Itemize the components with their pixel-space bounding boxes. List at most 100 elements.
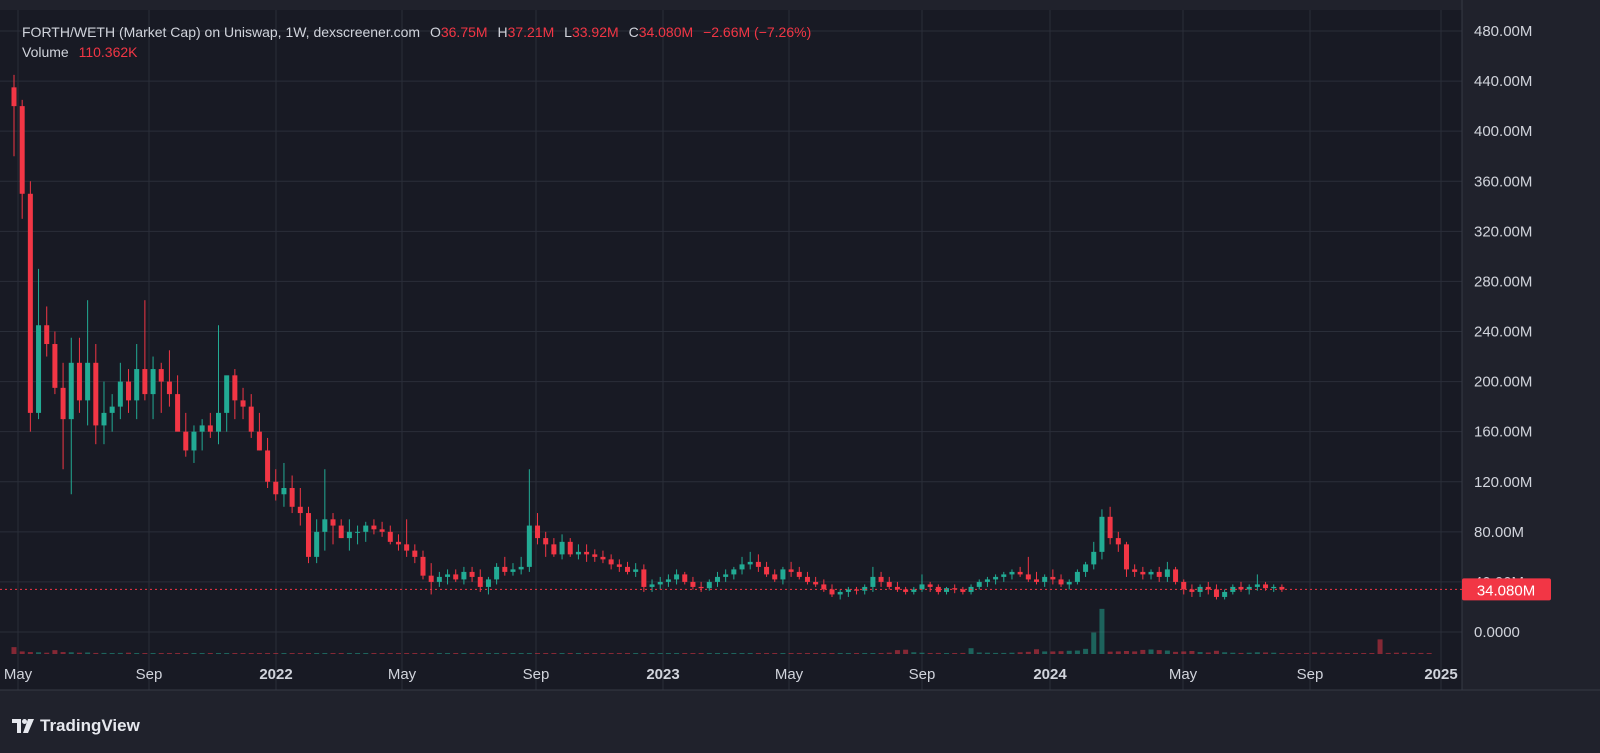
candle-body [1189, 589, 1195, 592]
volume-bar [919, 652, 925, 654]
volume-bar [1312, 652, 1318, 654]
candle-body [976, 581, 982, 587]
volume-bar [1058, 651, 1064, 654]
volume-bar [993, 652, 999, 654]
volume-bar [1074, 650, 1080, 654]
y-tick-label: 320.00M [1474, 223, 1532, 240]
candle-body [1271, 586, 1277, 589]
candle-body [1156, 571, 1162, 577]
candle-body [44, 325, 50, 345]
candle-body [379, 529, 385, 532]
volume-bar [1189, 650, 1195, 654]
volume-bar [526, 653, 532, 654]
candle-body [854, 589, 860, 591]
volume-bar [36, 652, 42, 654]
candle-body [575, 551, 581, 555]
volume-bar [1017, 652, 1023, 654]
tradingview-brand[interactable]: TradingView [12, 716, 140, 736]
volume-bar [510, 653, 516, 654]
volume-bar [1377, 639, 1383, 654]
volume-bar [1344, 653, 1350, 654]
volume-bar [1295, 653, 1301, 654]
last-price-badge [1462, 578, 1551, 601]
candle-body [780, 569, 786, 580]
x-tick-label: May [388, 666, 417, 683]
volume-bar [126, 652, 132, 654]
volume-bar [314, 653, 320, 654]
candle-body [894, 586, 900, 590]
volume-bar [19, 651, 25, 654]
volume-bar [1042, 651, 1048, 654]
candle-body [1074, 571, 1080, 582]
volume-bar [305, 653, 311, 654]
candle-body [1140, 571, 1146, 575]
candle-body [755, 561, 761, 567]
volume-bar [665, 653, 671, 654]
candle-body [551, 544, 557, 555]
volume-bar [911, 652, 917, 654]
y-tick-label: 400.00M [1474, 123, 1532, 140]
candle-body [395, 541, 401, 545]
volume-bar [420, 653, 426, 654]
candle-body [1001, 574, 1007, 577]
candle-body [1181, 581, 1187, 590]
volume-bar [1238, 652, 1244, 654]
volume-bar [984, 652, 990, 654]
volume-bar [903, 649, 909, 654]
volume-bar [371, 653, 377, 654]
candle-body [616, 564, 622, 567]
volume-bar [44, 652, 50, 654]
candle-body [494, 566, 500, 580]
candle-body [387, 531, 393, 542]
candle-body [363, 525, 369, 532]
candle-body [559, 541, 565, 555]
candle-body [845, 589, 851, 592]
volume-bar [1181, 651, 1187, 654]
volume-bar [1222, 652, 1228, 654]
candle-body [216, 412, 221, 432]
candle-body [371, 525, 377, 530]
candle-body [526, 525, 532, 567]
candle-body [952, 588, 958, 590]
y-tick-label: 160.00M [1474, 424, 1532, 441]
candle-body [1083, 564, 1089, 572]
volume-bar [1099, 608, 1105, 654]
volume-bar [747, 653, 753, 654]
candle-body [27, 193, 33, 413]
candle-body [665, 579, 671, 582]
volume-bar [952, 653, 958, 654]
volume-bar [1132, 651, 1138, 654]
x-tick-label: May [1169, 666, 1198, 683]
volume-bar [641, 653, 647, 654]
volume-bar [1426, 653, 1432, 654]
volume-bar [764, 653, 770, 654]
candle-body [60, 387, 66, 420]
volume-bar [191, 653, 197, 654]
candle-body [158, 369, 164, 382]
volume-bar [1263, 652, 1269, 654]
volume-bar [706, 653, 712, 654]
candle-body [224, 375, 230, 413]
candle-body [641, 569, 647, 587]
volume-bar [1230, 652, 1236, 654]
candle-body [207, 425, 213, 432]
volume-bar [338, 653, 344, 654]
candle-body [657, 581, 663, 585]
volume-bar [224, 653, 230, 654]
volume-bar [739, 653, 745, 654]
candle-body [346, 531, 352, 539]
volume-bar [1393, 652, 1399, 654]
candle-body [240, 400, 246, 407]
candle-body [682, 574, 688, 582]
candle-body [764, 566, 770, 575]
volume-bar [1148, 649, 1154, 654]
candle-body [731, 569, 737, 575]
y-tick-label: 280.00M [1474, 273, 1532, 290]
candle-body [297, 506, 303, 514]
last-price-label: 34.080M [1477, 582, 1535, 599]
volume-bar [1402, 652, 1408, 654]
volume-bar [960, 652, 966, 654]
candle-body [502, 566, 508, 572]
